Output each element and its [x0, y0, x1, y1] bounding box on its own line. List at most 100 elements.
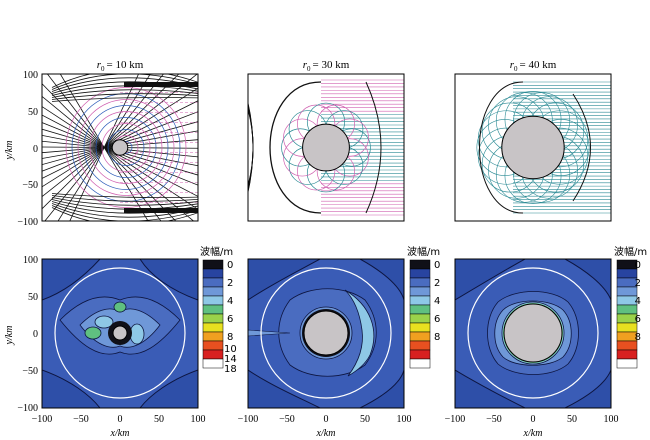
colorbar-swatch [409, 268, 431, 279]
ray-1-ytick-m50: −50 [22, 180, 38, 191]
ray-curve [51, 97, 198, 102]
colorbar-swatch [202, 358, 224, 369]
cb2-label-8: 8 [434, 332, 440, 343]
wave-1-ytick-50: 50 [28, 292, 38, 303]
colorbar-swatch [616, 358, 638, 369]
ray-panel-2-title: r0 = 30 km [303, 59, 350, 73]
colorbar-swatch [409, 277, 431, 288]
ray-curve [51, 77, 198, 92]
ray-arc [77, 99, 175, 196]
colorbar-swatch [202, 259, 224, 270]
cb1-label-2: 2 [227, 278, 233, 289]
cb1-label-10: 10 [224, 344, 237, 355]
wave-1-ytick-0: 0 [33, 329, 38, 340]
ray-line [42, 74, 198, 198]
colorbar-swatch [202, 340, 224, 351]
ray-curve [51, 195, 198, 202]
wave-panel-2: −100 −50 0 50 100 x/km [238, 258, 412, 439]
cb2-label-6: 6 [434, 314, 440, 325]
ray-curve [248, 108, 254, 187]
ray-curve [51, 89, 198, 98]
colorbar-swatch [409, 259, 431, 270]
wave-1-xtick-m50: −50 [73, 414, 89, 425]
ray-curve [51, 199, 198, 210]
ray-curve [51, 203, 198, 218]
wave-1-xtick-100: 100 [191, 414, 206, 425]
wave-1-xtick-m100: −100 [32, 414, 53, 425]
envelope [479, 81, 524, 214]
colorbar-swatch [202, 277, 224, 288]
colorbar-swatch [202, 313, 224, 324]
colorbar-swatch [202, 268, 224, 279]
ray-panel-3-title: r0 = 40 km [510, 59, 557, 73]
ray-lines-1 [42, 74, 198, 221]
wave-1-xtick-0: 0 [118, 414, 123, 425]
caustic-band [124, 208, 198, 213]
colorbar-3-title: 波幅/m [614, 245, 647, 258]
ray-arc [89, 111, 163, 184]
cb3-label-8: 8 [635, 332, 641, 343]
wave-panel-3: −100 −50 0 50 100 x/km [445, 258, 619, 439]
ray-curve [51, 74, 198, 90]
ray-curve [51, 207, 198, 221]
colorbar-swatch [409, 349, 431, 360]
ray-1-ytick-m100: −100 [17, 217, 38, 228]
cb1-label-14: 14 [224, 354, 237, 365]
colorbar-3: 波幅/m 0 2 4 6 8 [614, 245, 647, 369]
wave-2-xtick-m100: −100 [238, 414, 259, 425]
wave-1-ytick-m100: −100 [17, 403, 38, 414]
cb3-label-2: 2 [635, 278, 641, 289]
ray-line [69, 74, 139, 221]
cb2-label-4: 4 [434, 296, 440, 307]
cb2-label-2: 2 [434, 278, 440, 289]
wave-1-ytick-m50: −50 [22, 366, 38, 377]
colorbar-swatch [202, 322, 224, 333]
ray-panel-2: r0 = 30 km [247, 59, 405, 222]
colorbar-1-title: 波幅/m [200, 245, 233, 258]
ray-curve [51, 193, 198, 198]
wave-1-xtick-50: 50 [154, 414, 164, 425]
colorbar-2-title: 波幅/m [407, 245, 440, 258]
colorbar-swatch [616, 349, 638, 360]
cb1-label-8: 8 [227, 332, 233, 343]
colorbar-swatch [202, 295, 224, 306]
ray-line [42, 83, 177, 221]
colorbar-1: 波幅/m 0 2 4 6 8 10 14 18 [200, 245, 237, 375]
ray-curve [51, 74, 198, 88]
colorbar-swatch [409, 358, 431, 369]
ray-panel-3: r0 = 40 km [454, 59, 612, 222]
ray-curve [51, 197, 198, 206]
ray-line [57, 74, 151, 221]
colorbar-swatch [409, 340, 431, 351]
colorbar-swatch [202, 331, 224, 342]
envelope [572, 93, 591, 202]
colorbar-swatch [409, 322, 431, 333]
wave-2-xtick-m50: −50 [279, 414, 295, 425]
cb3-label-6: 6 [635, 314, 641, 325]
wave-3-xtick-50: 50 [567, 414, 577, 425]
obstacle [111, 139, 129, 156]
ray-curve [51, 85, 198, 96]
ray-line [42, 87, 198, 188]
ray-lines-2 [248, 79, 404, 216]
cb3-label-0: 0 [635, 260, 641, 271]
wave-1-xlabel: x/km [110, 428, 130, 439]
wave-2-xlabel: x/km [316, 428, 336, 439]
ray-line [44, 74, 164, 221]
wave-3-xtick-0: 0 [531, 414, 536, 425]
ray-arc [65, 87, 187, 208]
wave-1-ytick-100: 100 [23, 255, 38, 266]
colorbar-2: 波幅/m 0 2 4 6 8 [407, 245, 440, 369]
colorbar-swatch [409, 331, 431, 342]
ray-line [42, 95, 195, 221]
colorbar-swatch [202, 349, 224, 360]
ray-arc [83, 105, 169, 190]
ray-curve [51, 93, 198, 100]
wave-3-xtick-m100: −100 [445, 414, 466, 425]
ray-line [42, 106, 198, 210]
colorbar-swatch [409, 304, 431, 315]
colorbar-swatch [409, 313, 431, 324]
colorbar-swatch [202, 304, 224, 315]
ray-arc [101, 123, 151, 172]
